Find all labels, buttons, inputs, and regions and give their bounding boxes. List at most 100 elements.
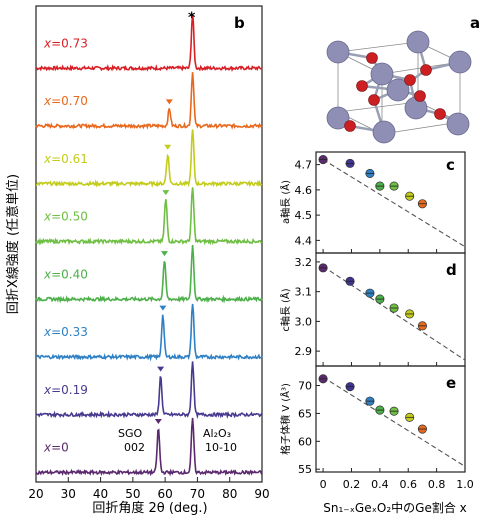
ge-fraction-x-label: Sn₁₋ₓGeₓO₂中のGe割合 x	[323, 500, 467, 515]
panel-label-c: c	[446, 156, 455, 174]
xrd-x-tick-labels: 20 30 40 50 60 70 80 90	[28, 477, 270, 501]
volume-marks: 55 60 65 70	[298, 374, 466, 476]
a-axis-plot-frame	[315, 151, 466, 254]
volume-plot-frame	[315, 365, 466, 473]
oxygen-atom	[414, 90, 426, 102]
film-peak-marker	[162, 190, 170, 196]
volume-panel: e 格子体積 V (Å³) 55 60 65 70	[279, 365, 466, 476]
cation-atom	[448, 50, 472, 74]
oxygen-atom	[344, 120, 356, 132]
y-tick-label: 4.4	[295, 234, 313, 247]
xrd-y-axis-label: 回折X線強度 (任意単位)	[5, 174, 21, 314]
cation-atom	[326, 40, 350, 64]
xrd-series-label: x=0.70	[43, 94, 88, 108]
xrd-curve	[35, 303, 263, 362]
y-tick-label: 3.1	[295, 286, 313, 299]
xrd-x-axis-label: 回折角度 2θ (deg.)	[92, 500, 207, 516]
xrd-curve	[35, 244, 263, 304]
ge-fraction-tick-label: 0.6	[399, 478, 417, 491]
y-tick-label: 65	[298, 407, 312, 420]
xrd-x-tick-label: 40	[93, 487, 108, 501]
a-axis-marks: 4.4 4.5 4.6 4.7	[295, 155, 466, 253]
sgo-label-line2: 002	[124, 441, 145, 454]
y-tick-label: 55	[298, 463, 312, 476]
xrd-series-label: x=0.40	[43, 267, 88, 281]
oxygen-atom	[404, 74, 416, 86]
ge-fraction-x-axis: 0 0.2 0.4 0.6 0.8 1.0	[320, 478, 474, 491]
panel-label-b: b	[234, 14, 245, 32]
rutile-crystal-structure-icon	[326, 30, 472, 144]
y-tick-label: 3.2	[295, 256, 313, 269]
film-peak-marker	[164, 144, 172, 150]
volume-y-label: 格子体積 V (Å³)	[279, 383, 292, 455]
c-axis-panel: d c軸長 (Å) 2.9 3.0 3.1 3.2	[279, 252, 466, 367]
ge-fraction-tick-label: 0.8	[428, 478, 446, 491]
film-peak-marker	[165, 99, 173, 105]
panel-label-d: d	[446, 261, 457, 279]
y-tick-label: 70	[298, 380, 312, 393]
xrd-series-label: x=0.73	[43, 36, 88, 50]
al2o3-label-line1: Al₂O₃	[203, 427, 231, 440]
al2o3-label-line2: 10-10	[205, 441, 237, 454]
cation-atom	[446, 112, 470, 136]
oxygen-atom	[368, 94, 380, 106]
xrd-curves	[35, 14, 263, 477]
xrd-curve	[35, 14, 263, 72]
vegard-trend-line	[322, 265, 466, 361]
y-tick-label: 4.5	[295, 209, 313, 222]
cation-atom	[372, 120, 396, 144]
y-tick-label: 2.9	[295, 345, 313, 358]
xrd-curve	[35, 187, 263, 246]
cation-atom	[406, 30, 430, 54]
y-tick-label: 60	[298, 435, 312, 448]
xrd-x-tick-label: 50	[125, 487, 140, 501]
y-tick-label: 4.6	[295, 184, 313, 197]
ge-fraction-tick-label: 0.2	[343, 478, 361, 491]
xrd-x-tick-label: 20	[28, 487, 43, 501]
xrd-x-tick-label: 60	[158, 487, 173, 501]
ge-fraction-tick-label: 0.4	[371, 478, 389, 491]
xrd-curve	[35, 361, 263, 420]
unit-cell-edge	[337, 101, 419, 113]
xrd-x-tick-label: 30	[61, 487, 76, 501]
xrd-series-label: x=0.19	[43, 383, 88, 397]
y-tick-label: 3.0	[295, 315, 313, 328]
substrate-peak-star: *	[188, 10, 196, 26]
cation-atom	[386, 78, 410, 102]
film-peak-marker	[157, 366, 165, 372]
xrd-x-tick-label: 70	[190, 487, 205, 501]
oxygen-atom	[366, 52, 378, 64]
xrd-series-label: x=0	[43, 441, 69, 455]
a-axis-panel: c a軸長 (Å) 4.4 4.5 4.6 4.7	[279, 151, 466, 254]
xrd-series-label: x=0.33	[43, 325, 88, 339]
xrd-curve	[35, 129, 263, 188]
film-peak-marker	[159, 305, 167, 311]
oxygen-atom	[434, 108, 446, 120]
cation-atom	[326, 106, 350, 130]
film-peak-marker	[154, 418, 162, 424]
ge-fraction-tick-label: 0	[320, 478, 327, 491]
cation-atom	[370, 62, 394, 86]
c-axis-y-label: c軸長 (Å)	[279, 288, 292, 331]
crystal-structure-panel: a	[326, 14, 480, 144]
xrd-series-label: x=0.50	[43, 210, 88, 224]
xrd-panel: 20 30 40 50 60 70 80 90 x=0.73 x=0.70 x=0.61 x=0.5…	[5, 5, 270, 516]
oxygen-atom	[356, 80, 368, 92]
xrd-series-labels: x=0.73 x=0.70 x=0.61 x=0.50 x=0.40 x=0.33 x=0.…	[43, 36, 88, 454]
ge-fraction-tick-label: 1.0	[456, 478, 474, 491]
vegard-trend-line	[322, 376, 466, 467]
panel-label-e: e	[446, 374, 456, 392]
vegard-trend-line	[322, 159, 466, 248]
c-axis-marks: 2.9 3.0 3.1 3.2	[295, 256, 466, 366]
xrd-plot-frame	[35, 5, 263, 483]
y-tick-label: 4.7	[295, 159, 313, 172]
unit-cell-edge	[337, 41, 419, 53]
film-peak-marker	[160, 251, 168, 257]
xrd-curve	[35, 417, 263, 477]
sgo-label-line1: SGO	[118, 427, 143, 440]
xrd-x-tick-label: 90	[254, 487, 269, 501]
a-axis-y-label: a軸長 (Å)	[279, 180, 292, 224]
xrd-x-tick-label: 80	[222, 487, 237, 501]
panel-label-a: a	[470, 14, 480, 32]
